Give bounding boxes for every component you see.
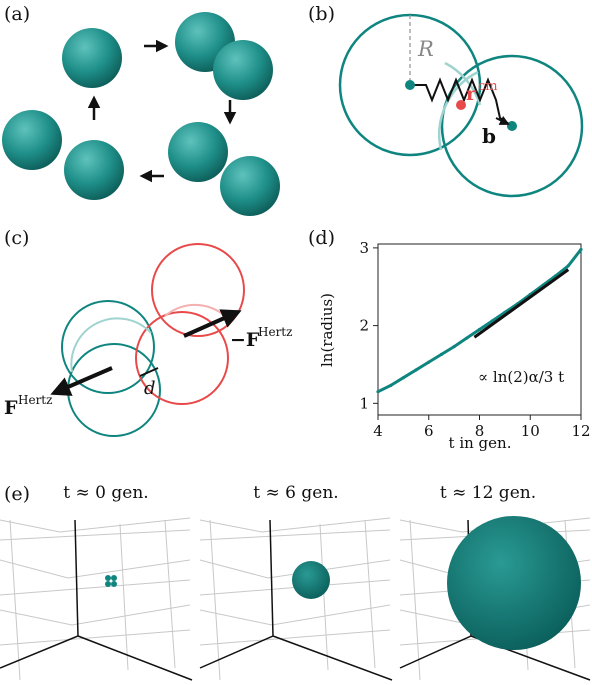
b-vector-arrow	[495, 115, 510, 125]
cell-center-left	[405, 80, 415, 90]
reference-line	[473, 268, 570, 339]
cell-sphere	[213, 40, 273, 100]
x-tick-label: 12	[571, 422, 590, 440]
series-point	[452, 345, 456, 349]
time-label-0: t ≈ 0 gen.	[63, 483, 148, 503]
rcm-symbol: r	[466, 83, 477, 105]
force-left-superscript: Hertz	[18, 393, 52, 407]
cell-sphere	[220, 156, 280, 216]
grid-box-6	[199, 517, 393, 681]
d-symbol: d	[144, 378, 156, 399]
panel-a-label: (a)	[4, 3, 30, 25]
series-point	[401, 376, 405, 380]
series-point	[389, 383, 393, 388]
x-tick-label: 4	[373, 422, 383, 440]
grid-box-0	[0, 517, 193, 681]
series-point	[490, 319, 494, 323]
time-label-12: t ≈ 12 gen.	[440, 483, 536, 503]
x-ticks: 4 6 8 10 12	[373, 415, 591, 440]
y-tick-label: 1	[359, 394, 369, 412]
radius-symbol: R	[417, 37, 434, 61]
x-axis-label: t in gen.	[449, 434, 512, 452]
cell-sphere	[64, 140, 124, 200]
force-right-superscript: Hertz	[258, 325, 292, 339]
series-point	[465, 336, 469, 340]
overlap-arc	[438, 70, 479, 151]
panel-a-cell-cycle	[2, 12, 280, 216]
force-right-symbol: −F	[230, 329, 260, 351]
force-left-symbol: F	[4, 397, 18, 419]
b-symbol: b	[482, 124, 496, 148]
overlap-d-line	[139, 367, 159, 377]
panel-b-cell-pair: R r cm b	[338, 13, 584, 198]
cell-center-right	[507, 121, 517, 131]
panel-b-label: (b)	[308, 3, 335, 25]
x-tick-label: 10	[521, 422, 540, 440]
cell-cluster-large	[447, 516, 581, 650]
spring-icon	[410, 77, 513, 127]
y-tick-label: 3	[359, 239, 369, 257]
panel-d-label: (d)	[308, 227, 335, 249]
panel-c-label: (c)	[4, 227, 29, 249]
x-tick-label: 8	[475, 422, 485, 440]
panel-e-label: (e)	[4, 483, 30, 505]
cell-outline-red	[151, 243, 245, 337]
y-ticks: 1 2 3	[359, 239, 378, 412]
series-point	[579, 247, 583, 252]
cell-cluster-medium	[292, 561, 330, 599]
overlap-arc	[70, 317, 152, 373]
cell-outline-red	[135, 311, 229, 405]
cell-sphere	[62, 28, 122, 88]
y-axis-label: ln(radius)	[318, 293, 336, 367]
cell-outline-right	[440, 54, 584, 198]
cell-sphere	[168, 122, 228, 182]
series-point	[376, 390, 380, 394]
series-point	[439, 352, 444, 356]
x-tick-label: 6	[424, 422, 434, 440]
series-point	[477, 327, 482, 332]
reference-annotation: ∝ ln(2)α/3 t	[478, 368, 564, 386]
y-tick-label: 2	[359, 317, 369, 335]
force-arrow-right	[183, 309, 242, 338]
series-point	[566, 264, 570, 268]
force-arrow-left	[50, 366, 113, 396]
center-of-mass-dot	[456, 100, 466, 110]
series-point	[427, 360, 431, 364]
rcm-superscript: cm	[478, 79, 498, 94]
cell-cluster-small	[105, 575, 117, 587]
cell-outline-teal	[61, 300, 155, 394]
series-point	[414, 368, 418, 372]
time-label-6: t ≈ 6 gen.	[253, 483, 338, 503]
panel-c-hertz-forces: d F Hertz −F Hertz	[4, 243, 292, 437]
cell-sphere	[2, 110, 62, 170]
growth-chart: 4 6 8 10 12 123 ∝ ln(2)α/3 t t in gen. ln(ra…	[318, 239, 591, 452]
